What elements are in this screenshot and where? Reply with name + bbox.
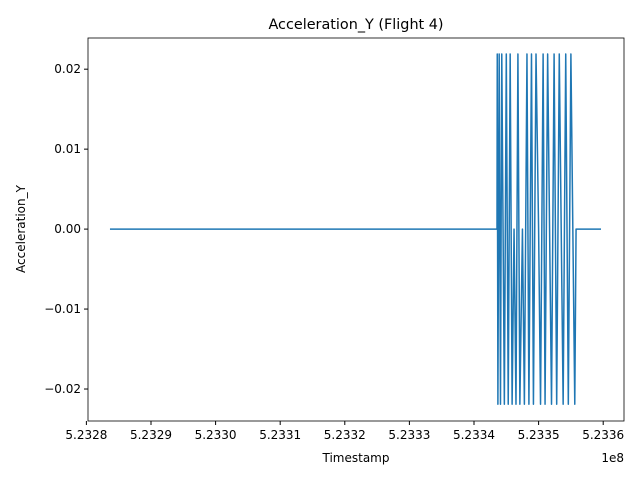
x-tick-label: 5.2329: [130, 428, 172, 442]
chart-title: Acceleration_Y (Flight 4): [268, 17, 443, 33]
y-axis-label: Acceleration_Y: [14, 184, 28, 273]
y-tick-label: −0.02: [44, 382, 81, 396]
plot-frame: [87, 37, 625, 422]
y-tick-label: 0.00: [54, 222, 81, 236]
x-tick-label: 5.2335: [518, 428, 560, 442]
x-tick-label: 5.2331: [259, 428, 301, 442]
x-tick-label: 5.2330: [195, 428, 237, 442]
x-tick-label: 5.2332: [324, 428, 366, 442]
x-offset-label: 1e8: [601, 451, 624, 465]
y-tick-label: 0.01: [54, 142, 81, 156]
y-tick-label: 0.02: [54, 62, 81, 76]
y-tick-label: −0.01: [44, 302, 81, 316]
x-axis-label: Timestamp: [322, 451, 390, 465]
line: [109, 53, 602, 405]
x-tick-label: 5.2334: [453, 428, 495, 442]
x-tick-label: 5.2333: [388, 428, 430, 442]
x-tick-label: 5.2336: [582, 428, 624, 442]
x-tick-label: 5.2328: [65, 428, 107, 442]
